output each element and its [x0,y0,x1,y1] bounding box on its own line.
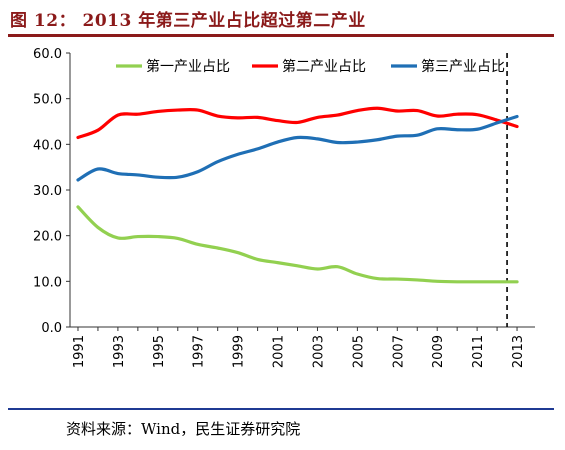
series-line-2 [76,106,519,140]
x-tick-label: 1999 [232,335,247,368]
legend-label-2: 第二产业占比 [282,58,366,75]
x-tick-label: 2013 [511,335,526,368]
x-tick-label: 1997 [192,335,207,368]
x-tick-label: 1993 [112,335,127,368]
x-tick-label: 2009 [431,335,446,368]
x-tick-label: 1991 [72,335,87,368]
y-tick-label: 0.0 [41,321,62,336]
y-tick-label: 30.0 [33,184,62,199]
y-tick-label: 40.0 [33,138,62,153]
legend-label-3: 第三产业占比 [421,58,505,75]
series-line-1 [76,205,519,284]
y-tick-label: 60.0 [33,47,62,62]
footer-divider [8,408,554,410]
x-tick-label: 2003 [311,335,326,368]
title-divider [8,34,554,37]
x-tick-label: 1995 [152,335,167,368]
source-note: 资料来源：Wind，民生证券研究院 [66,420,301,438]
x-tick-label: 2005 [351,335,366,368]
x-tick-label: 2007 [391,335,406,368]
x-tick-label: 2001 [272,335,287,368]
y-tick-label: 10.0 [33,275,62,290]
series-line-3 [76,114,519,182]
y-tick-label: 50.0 [33,93,62,108]
line-chart: 0.0 10.0 20.0 30.0 40.0 50.0 60.0 1991 1993 1995 1… [33,47,535,368]
legend-label-1: 第一产业占比 [146,58,230,75]
x-tick-label: 2011 [471,335,486,368]
chart-title: 图 12： 2013 年第三产业占比超过第二产业 [10,11,366,31]
y-tick-label: 20.0 [33,230,62,245]
